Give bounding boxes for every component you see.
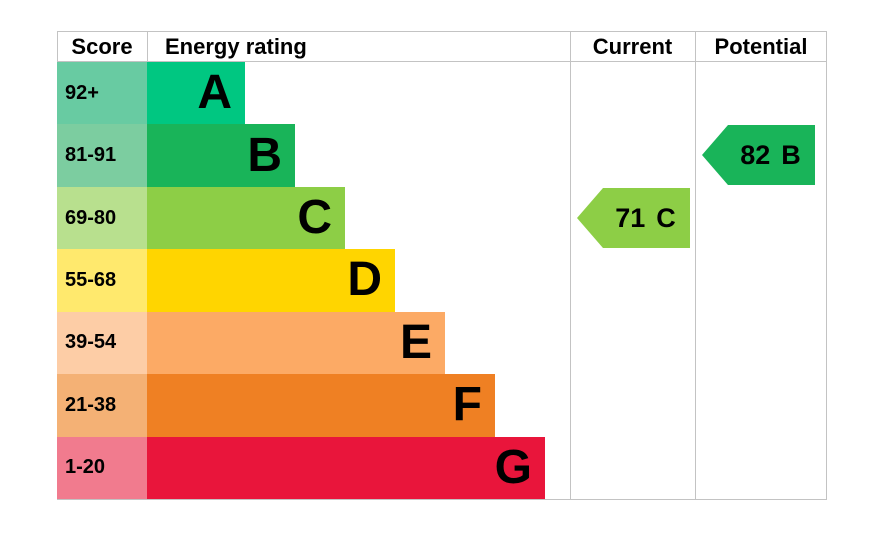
band-bar-e: E — [147, 311, 445, 375]
score-range-c: 69-80 — [57, 186, 147, 250]
table-bottom-border — [57, 499, 827, 500]
band-row-b: 81-91 B — [57, 124, 827, 187]
band-rows: 92+ A 81-91 B 69-80 C 55-68 D 39-54 E 21… — [57, 62, 827, 499]
score-range-f: 21-38 — [57, 374, 147, 437]
band-bar-b: B — [147, 124, 295, 187]
header-current: Current — [592, 34, 673, 59]
band-bar-a: A — [147, 62, 245, 125]
score-range-e: 39-54 — [57, 311, 147, 375]
potential-rating-value: 82 — [740, 139, 771, 170]
header-bottom-border — [57, 61, 827, 62]
current-rating-letter: C — [656, 202, 676, 233]
band-row-a: 92+ A — [57, 62, 827, 125]
score-range-b: 81-91 — [57, 124, 147, 187]
column-divider-current-potential — [695, 31, 696, 500]
band-bar-f: F — [147, 374, 495, 437]
band-row-g: 1-20 G — [57, 436, 827, 499]
band-bar-c: C — [147, 186, 345, 250]
band-row-e: 39-54 E — [57, 311, 827, 375]
column-divider-energy-current — [570, 31, 571, 500]
band-row-d: 55-68 D — [57, 249, 827, 312]
score-range-d: 55-68 — [57, 249, 147, 312]
band-bar-g: G — [147, 436, 545, 499]
score-range-a: 92+ — [57, 62, 147, 125]
potential-rating-arrow: 82 B — [702, 125, 815, 185]
epc-table: Score Energy rating Current Potential 92… — [57, 31, 827, 500]
header-score: Score — [71, 34, 133, 59]
band-row-c: 69-80 C — [57, 186, 827, 250]
score-range-g: 1-20 — [57, 436, 147, 499]
current-rating-arrow: 71 C — [577, 188, 690, 248]
table-top-border — [57, 31, 827, 32]
band-bar-d: D — [147, 249, 395, 312]
header-energy-rating: Energy rating — [165, 34, 307, 59]
band-row-f: 21-38 F — [57, 374, 827, 437]
table-header-row: Score Energy rating Current Potential — [57, 32, 827, 61]
column-divider-right — [826, 31, 827, 500]
header-potential: Potential — [714, 34, 808, 59]
current-rating-value: 71 — [615, 202, 646, 233]
potential-rating-letter: B — [781, 139, 801, 170]
